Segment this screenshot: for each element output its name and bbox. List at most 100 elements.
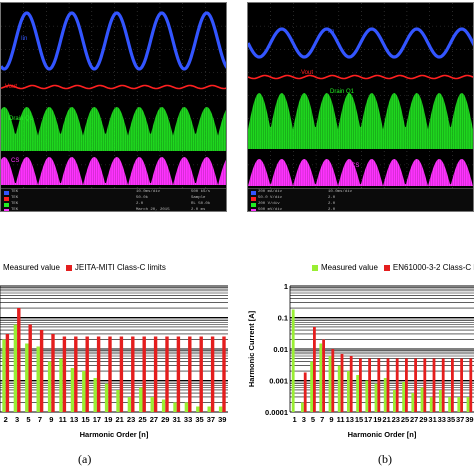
drain-trace xyxy=(248,93,473,149)
limit-bar xyxy=(74,336,78,412)
status-ch3-scale: 2.0 xyxy=(328,202,336,206)
x-tick-label: 7 xyxy=(38,415,42,424)
caption-a: (a) xyxy=(78,452,92,466)
measured-bar xyxy=(2,339,6,412)
x-tick-label: 25 xyxy=(138,415,146,424)
x-tick-label: 9 xyxy=(329,415,333,424)
status-date: March 20, 2015 xyxy=(136,208,170,212)
x-tick-label: 29 xyxy=(161,415,169,424)
limit-bar xyxy=(377,358,381,412)
measured-bar xyxy=(184,402,189,412)
measured-bar xyxy=(116,390,120,412)
limit-bar xyxy=(176,336,181,412)
status-rl: RL 50.0k xyxy=(191,202,211,206)
status-trigger: 2.0 xyxy=(136,202,144,206)
x-tick-label: 23 xyxy=(127,415,135,424)
channel-2-tag xyxy=(251,197,256,201)
limit-bar xyxy=(39,330,44,412)
legend-limits-label-a: JEITA-MITI Class-C limits xyxy=(74,263,166,272)
limit-bar xyxy=(340,353,344,412)
x-tick-label: 15 xyxy=(355,415,363,424)
status-record: 50.0k xyxy=(136,196,149,200)
x-tick-label: 19 xyxy=(373,415,381,424)
measured-bar xyxy=(328,356,332,412)
x-tick-label: 15 xyxy=(81,415,89,424)
channel-3-tag xyxy=(251,203,256,207)
limit-bar xyxy=(405,358,408,412)
vout-trace xyxy=(248,74,473,80)
limit-bar xyxy=(303,372,307,412)
x-tick-label: 1 xyxy=(293,415,297,424)
x-tick-label: 11 xyxy=(59,415,67,424)
limit-bar xyxy=(153,336,158,412)
x-tick-label: 2 xyxy=(4,415,8,424)
limit-bar xyxy=(222,336,226,412)
legend-limits-swatch-a xyxy=(65,264,72,271)
x-tick-label: 27 xyxy=(150,415,158,424)
x-tick-label: 39 xyxy=(465,415,473,424)
status-ch2: TEK xyxy=(11,196,19,200)
legend-limits-swatch-b xyxy=(383,264,390,271)
y-tick-label: 0.0001 xyxy=(265,408,288,417)
measured-bar xyxy=(207,406,211,412)
limit-bar xyxy=(85,336,89,412)
legend-measured-label-b: Measured value xyxy=(321,263,378,272)
x-axis-title: Harmonic Order [n] xyxy=(80,430,149,439)
measured-bar xyxy=(466,397,470,412)
y-tick-label: 0.001 xyxy=(269,377,288,386)
x-tick-label: 29 xyxy=(419,415,427,424)
measured-bar xyxy=(383,378,387,412)
x-tick-label: 21 xyxy=(116,415,124,424)
channel-2-tag xyxy=(4,197,9,201)
x-tick-label: 13 xyxy=(70,415,78,424)
limit-bar xyxy=(119,336,124,412)
status-ch4: TEK xyxy=(11,208,19,212)
legend-limits-label-b: EN61000-3-2 Class-C limits xyxy=(392,263,474,272)
measured-bar xyxy=(420,387,424,412)
x-tick-label: 27 xyxy=(410,415,418,424)
scope-status-bar-b: 200 mA/div 50.0 V/div 200 V/div 500 mV/d… xyxy=(248,188,473,212)
limit-bar xyxy=(199,336,203,412)
trace-label-iin-b: Iin xyxy=(328,29,335,35)
status-ch1: 200 mA/div xyxy=(258,190,283,194)
iin-trace xyxy=(1,11,226,71)
trace-label-vout-b: Vout xyxy=(301,70,314,76)
limit-bar xyxy=(451,358,454,412)
limit-bar xyxy=(51,334,55,412)
limit-bar xyxy=(386,358,390,412)
status-ch2-scale: 2.0 xyxy=(328,196,336,200)
x-tick-label: 9 xyxy=(49,415,53,424)
measured-bar xyxy=(47,361,52,412)
trace-label-iin-a: Iin xyxy=(21,36,28,42)
measured-bar xyxy=(393,390,396,412)
measured-bar xyxy=(218,406,223,412)
measured-bar xyxy=(25,343,29,412)
oscilloscope-screenshot-b: Iin Vout Drain Q1 CS 200 mA/div 50.0 V/d… xyxy=(247,2,474,212)
limit-bar xyxy=(17,308,21,412)
x-tick-label: 31 xyxy=(428,415,436,424)
measured-bar xyxy=(301,402,304,412)
x-tick-label: 23 xyxy=(392,415,400,424)
limit-bar xyxy=(96,336,101,412)
status-timebase: 10.0ms/div xyxy=(328,190,353,194)
vout-trace xyxy=(1,84,226,90)
limit-bar xyxy=(368,358,371,412)
x-tick-label: 37 xyxy=(207,415,215,424)
limit-bar xyxy=(349,356,353,412)
x-tick-label: 33 xyxy=(438,415,446,424)
x-tick-label: 17 xyxy=(93,415,101,424)
status-ch4-scale: 2.0 xyxy=(328,208,336,212)
limit-bar xyxy=(131,336,135,412)
x-tick-label: 19 xyxy=(104,415,112,424)
limit-bar xyxy=(331,349,335,412)
legend-measured-label-a: Measured value xyxy=(3,263,60,272)
x-tick-label: 37 xyxy=(456,415,464,424)
iin-trace xyxy=(248,27,473,59)
x-tick-label: 31 xyxy=(173,415,181,424)
measured-bar xyxy=(310,361,313,412)
harmonic-chart-a: 2 3 5 7 9 11 13 15 17 19 21 23 25 27 29 31 33 35 37 39Harmo… xyxy=(0,285,228,439)
limit-bar xyxy=(28,324,32,412)
measured-bar xyxy=(337,365,341,412)
measured-bar xyxy=(374,383,378,412)
x-tick-label: 25 xyxy=(401,415,409,424)
